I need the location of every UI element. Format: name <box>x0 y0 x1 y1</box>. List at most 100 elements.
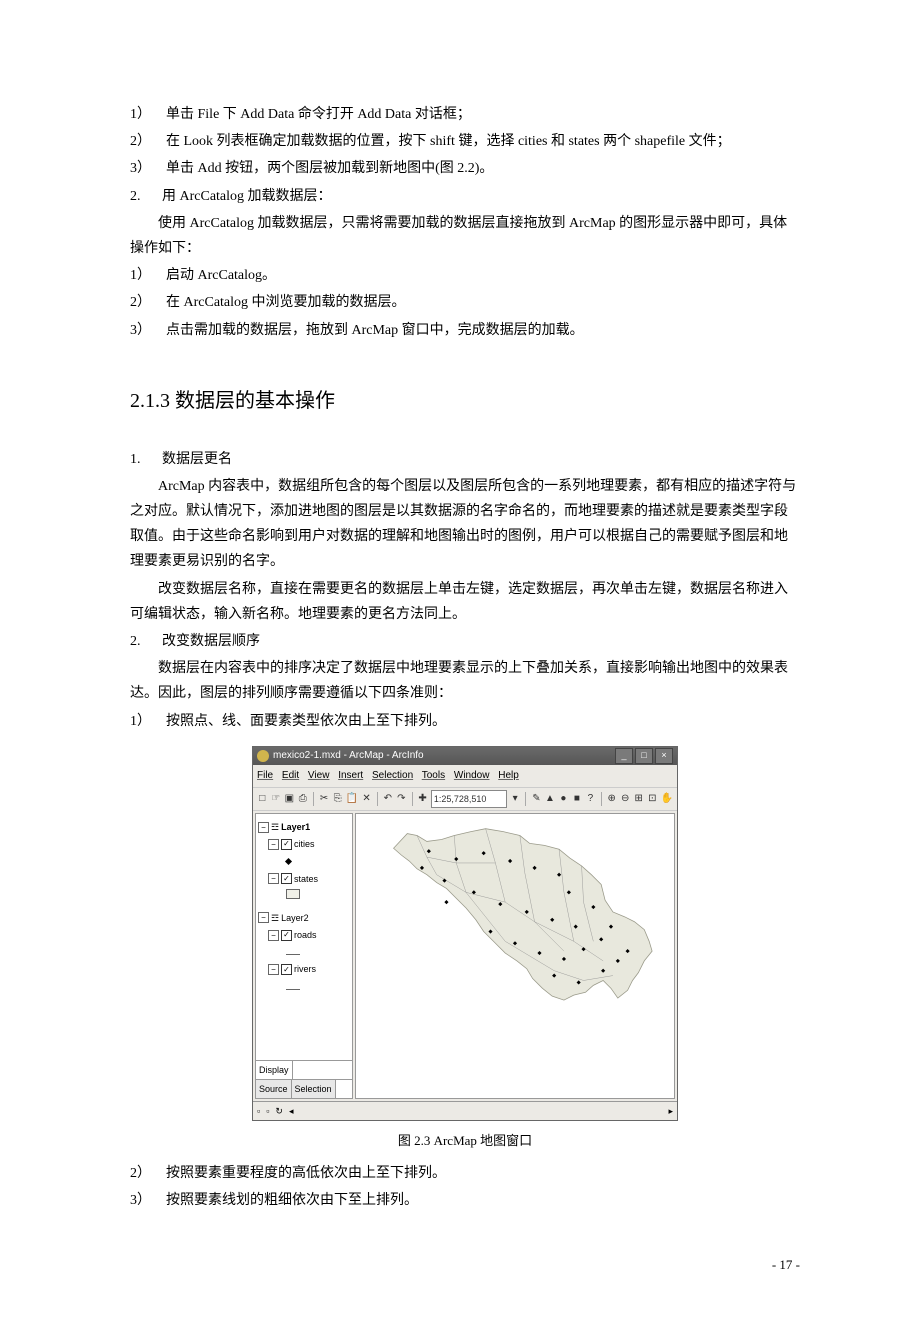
list-number: 2. <box>130 629 162 654</box>
arrow-left-icon[interactable]: ◂ <box>289 1103 294 1119</box>
undo-icon[interactable]: ↶ <box>383 792 394 806</box>
paragraph: ArcMap 内容表中，数据组所包含的每个图层以及图层所包含的一系列地理要素，都… <box>130 474 800 575</box>
legend-symbol <box>258 944 350 960</box>
tab-selection[interactable]: Selection <box>292 1080 336 1098</box>
list-number: 2） <box>130 290 166 315</box>
new-icon[interactable]: □ <box>257 792 268 806</box>
refresh-icon[interactable]: ↻ <box>275 1103 283 1119</box>
cut-icon[interactable]: ✂ <box>319 792 330 806</box>
checkbox-icon[interactable]: ✓ <box>281 839 292 850</box>
dropdown-icon[interactable]: ▾ <box>510 792 521 806</box>
toc-layer-roads[interactable]: − ✓ roads <box>258 927 350 943</box>
map-canvas[interactable] <box>355 813 675 1099</box>
menu-window[interactable]: Window <box>454 770 490 781</box>
step-b-3: 3） 点击需加载的数据层，拖放到 ArcMap 窗口中，完成数据层的加载。 <box>130 318 800 343</box>
figure-arcmap: mexico2-1.mxd - ArcMap - ArcInfo _ □ × F… <box>130 746 800 1153</box>
maximize-button[interactable]: □ <box>635 748 653 764</box>
list-text: 单击 Add 按钮，两个图层被加载到新地图中(图 2.2)。 <box>166 156 800 181</box>
copy-icon[interactable]: ⎘ <box>332 792 343 806</box>
collapse-icon[interactable]: − <box>268 964 279 975</box>
tab-source[interactable]: Source <box>256 1080 292 1098</box>
help-icon[interactable]: ? <box>585 792 596 806</box>
paste-icon[interactable]: 📋 <box>346 792 358 806</box>
list-number: 3） <box>130 1188 166 1213</box>
view-data-icon[interactable]: ▫ <box>257 1103 260 1119</box>
paragraph: 改变数据层名称，直接在需要更名的数据层上单击左键，选定数据层，再次单击左键，数据… <box>130 577 800 627</box>
fixed-zoom-icon[interactable]: ⊡ <box>647 792 658 806</box>
layer-label: roads <box>294 927 317 943</box>
toc-tree: − ☲ Layer1 − ✓ cities − ✓ <box>256 814 352 1060</box>
list-text: 单击 File 下 Add Data 命令打开 Add Data 对话框； <box>166 102 800 127</box>
list-number: 2. <box>130 184 162 209</box>
toc-tabs-row2: Source Selection <box>256 1079 352 1098</box>
menu-edit[interactable]: Edit <box>282 770 299 781</box>
menu-help[interactable]: Help <box>498 770 519 781</box>
separator <box>525 792 526 806</box>
list-text: 点击需加载的数据层，拖放到 ArcMap 窗口中，完成数据层的加载。 <box>166 318 800 343</box>
collapse-icon[interactable]: − <box>268 873 279 884</box>
separator <box>601 792 602 806</box>
collapse-icon[interactable]: − <box>268 839 279 850</box>
document-page: 1） 单击 File 下 Add Data 命令打开 Add Data 对话框；… <box>0 0 920 1336</box>
checkbox-icon[interactable]: ✓ <box>281 873 292 884</box>
separator <box>377 792 378 806</box>
menu-selection[interactable]: Selection <box>372 770 413 781</box>
layer-label: Layer1 <box>281 819 310 835</box>
delete-icon[interactable]: ✕ <box>361 792 372 806</box>
collapse-icon[interactable]: − <box>258 822 269 833</box>
sec1-heading: 1. 数据层更名 <box>130 447 800 472</box>
tool-icon[interactable]: ■ <box>572 792 583 806</box>
list-number: 1. <box>130 447 162 472</box>
titlebar: mexico2-1.mxd - ArcMap - ArcInfo _ □ × <box>253 747 677 765</box>
menu-view[interactable]: View <box>308 770 330 781</box>
add-data-icon[interactable]: ✚ <box>417 792 428 806</box>
tab-display[interactable]: Display <box>256 1061 293 1079</box>
item-2: 2. 用 ArcCatalog 加载数据层： <box>130 184 800 209</box>
editor-icon[interactable]: ✎ <box>531 792 542 806</box>
main-area: − ☲ Layer1 − ✓ cities − ✓ <box>253 811 677 1101</box>
checkbox-icon[interactable]: ✓ <box>281 930 292 941</box>
toc-layer-group[interactable]: − ☲ Layer1 <box>258 819 350 835</box>
checkbox-icon[interactable]: ✓ <box>281 964 292 975</box>
pan-icon[interactable]: ✋ <box>661 792 673 806</box>
view-layout-icon[interactable]: ▫ <box>266 1103 269 1119</box>
table-of-contents: − ☲ Layer1 − ✓ cities − ✓ <box>255 813 353 1099</box>
menu-file[interactable]: File <box>257 770 273 781</box>
layers-icon: ☲ <box>271 819 279 835</box>
toc-layer-rivers[interactable]: − ✓ rivers <box>258 961 350 977</box>
map-svg <box>356 814 674 1098</box>
toc-tabs: Display <box>256 1060 352 1079</box>
separator <box>313 792 314 806</box>
fullextent-icon[interactable]: ⊞ <box>633 792 644 806</box>
open-icon[interactable]: ☞ <box>271 792 282 806</box>
menu-tools[interactable]: Tools <box>422 770 445 781</box>
figure-caption: 图 2.3 ArcMap 地图窗口 <box>130 1129 800 1152</box>
print-icon[interactable]: ⎙ <box>298 792 309 806</box>
legend-symbol <box>258 979 350 995</box>
step-b-2: 2） 在 ArcCatalog 中浏览要加载的数据层。 <box>130 290 800 315</box>
toc-layer-cities[interactable]: − ✓ cities <box>258 836 350 852</box>
statusbar: ▫ ▫ ↻ ◂ ▸ <box>253 1101 677 1120</box>
redo-icon[interactable]: ↷ <box>396 792 407 806</box>
close-button[interactable]: × <box>655 748 673 764</box>
minimize-button[interactable]: _ <box>615 748 633 764</box>
status-text <box>299 1103 662 1119</box>
status-right: ▸ <box>668 1103 673 1119</box>
tool-icon[interactable]: ▲ <box>545 792 556 806</box>
list-text: 按照要素重要程度的高低依次由上至下排列。 <box>166 1161 800 1186</box>
toc-layer-states[interactable]: − ✓ states <box>258 871 350 887</box>
section-heading: 2.1.3 数据层的基本操作 <box>130 383 800 419</box>
list-text: 按照点、线、面要素类型依次由上至下排列。 <box>166 709 800 734</box>
zoom-in-icon[interactable]: ⊕ <box>606 792 617 806</box>
save-icon[interactable]: ▣ <box>284 792 295 806</box>
tool-icon[interactable]: ● <box>558 792 569 806</box>
menu-insert[interactable]: Insert <box>338 770 363 781</box>
window-title: mexico2-1.mxd - ArcMap - ArcInfo <box>273 747 615 765</box>
collapse-icon[interactable]: − <box>258 912 269 923</box>
toc-layer-group[interactable]: − ☲ Layer2 <box>258 910 350 926</box>
step-a-1: 1） 单击 File 下 Add Data 命令打开 Add Data 对话框； <box>130 102 800 127</box>
zoom-out-icon[interactable]: ⊖ <box>620 792 631 806</box>
scale-input[interactable]: 1:25,728,510 <box>431 790 507 808</box>
list-text: 在 Look 列表框确定加载数据的位置，按下 shift 键，选择 cities… <box>166 129 800 154</box>
collapse-icon[interactable]: − <box>268 930 279 941</box>
